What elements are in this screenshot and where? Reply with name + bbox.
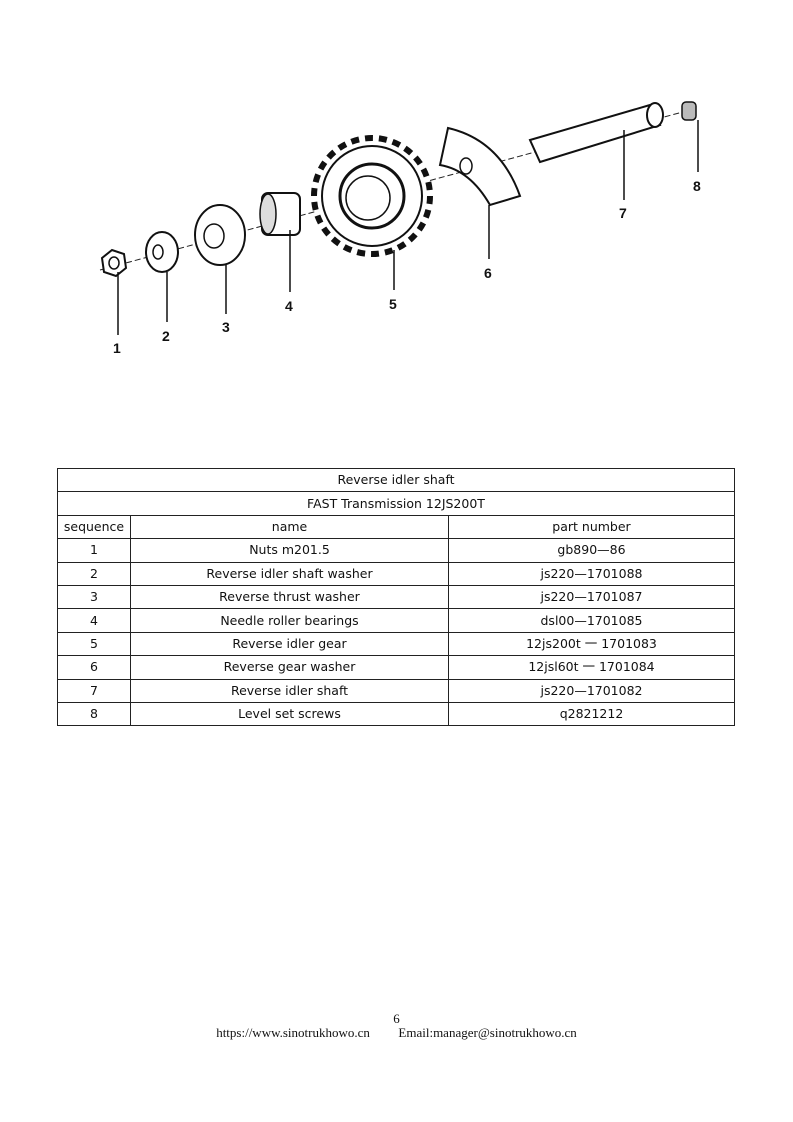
cell-sequence: 7	[57, 678, 131, 703]
footer-website[interactable]: https://www.sinotrukhowo.cn	[216, 1025, 370, 1040]
shaft-washer-part	[145, 231, 179, 273]
cell-name: Nuts m201.5	[130, 538, 449, 563]
callout-7: 7	[619, 205, 627, 221]
thrust-washer-part	[194, 204, 246, 266]
table-row: 2 Reverse idler shaft washer js220—1701088	[57, 561, 735, 586]
callout-1: 1	[113, 340, 121, 356]
table-row: 7 Reverse idler shaft js220—1701082	[57, 678, 735, 703]
idler-gear-part	[311, 135, 433, 257]
cell-name: Reverse idler gear	[130, 631, 449, 657]
cell-sequence: 5	[57, 631, 131, 657]
callout-3: 3	[222, 319, 230, 335]
callout-6: 6	[484, 265, 492, 281]
nut-part	[100, 248, 128, 278]
cell-name: Needle roller bearings	[130, 608, 449, 633]
cell-part-number: js220—1701088	[448, 561, 735, 586]
cell-name: Reverse idler shaft washer	[130, 561, 449, 586]
cell-part-number: js220—1701087	[448, 584, 735, 610]
header-name: name	[130, 514, 449, 540]
cell-name: Reverse idler shaft	[130, 678, 449, 703]
set-screw-part	[681, 101, 697, 121]
table-row: 3 Reverse thrust washer js220—1701087	[57, 584, 735, 610]
cell-part-number: q2821212	[448, 701, 735, 727]
table-subtitle: FAST Transmission 12JS200T	[57, 491, 735, 516]
table-row: 1 Nuts m201.5 gb890—86	[57, 538, 735, 563]
callout-2: 2	[162, 328, 170, 344]
cell-part-number: dsl00—1701085	[448, 608, 735, 633]
table-header-row: sequence name part number	[57, 514, 735, 540]
cell-part-number: js220—1701082	[448, 678, 735, 703]
gear-washer-part	[438, 126, 522, 207]
cell-name: Reverse gear washer	[130, 655, 449, 680]
table-row: 5 Reverse idler gear 12js200t 一 1701083	[57, 631, 735, 657]
table-row: 8 Level set screws q2821212	[57, 701, 735, 727]
table-row: 6 Reverse gear washer 12jsl60t 一 1701084	[57, 655, 735, 680]
cell-sequence: 4	[57, 608, 131, 633]
parts-table: Reverse idler shaft FAST Transmission 12…	[57, 467, 735, 727]
cell-name: Level set screws	[130, 701, 449, 727]
cell-sequence: 6	[57, 655, 131, 680]
footer-contact: https://www.sinotrukhowo.cn Email:manage…	[0, 1025, 793, 1041]
callout-4: 4	[285, 298, 293, 314]
page-number: 6	[393, 1011, 400, 1026]
cell-sequence: 2	[57, 561, 131, 586]
cell-part-number: gb890—86	[448, 538, 735, 563]
cell-part-number: 12jsl60t 一 1701084	[448, 655, 735, 680]
header-part-number: part number	[448, 514, 735, 540]
table-title: Reverse idler shaft	[57, 467, 735, 493]
table-row: 4 Needle roller bearings dsl00—1701085	[57, 608, 735, 633]
cell-sequence: 8	[57, 701, 131, 727]
callout-8: 8	[693, 178, 701, 194]
cell-part-number: 12js200t 一 1701083	[448, 631, 735, 657]
exploded-parts-diagram: 1 2 3 4 5 6 7 8	[99, 101, 701, 356]
needle-bearing-part	[259, 192, 301, 236]
header-sequence: sequence	[57, 514, 131, 540]
cell-name: Reverse thrust washer	[130, 584, 449, 610]
cell-sequence: 3	[57, 584, 131, 610]
idler-shaft-part	[528, 102, 664, 164]
footer-email[interactable]: Email:manager@sinotrukhowo.cn	[398, 1025, 577, 1040]
callout-5: 5	[389, 296, 397, 312]
cell-sequence: 1	[57, 538, 131, 563]
